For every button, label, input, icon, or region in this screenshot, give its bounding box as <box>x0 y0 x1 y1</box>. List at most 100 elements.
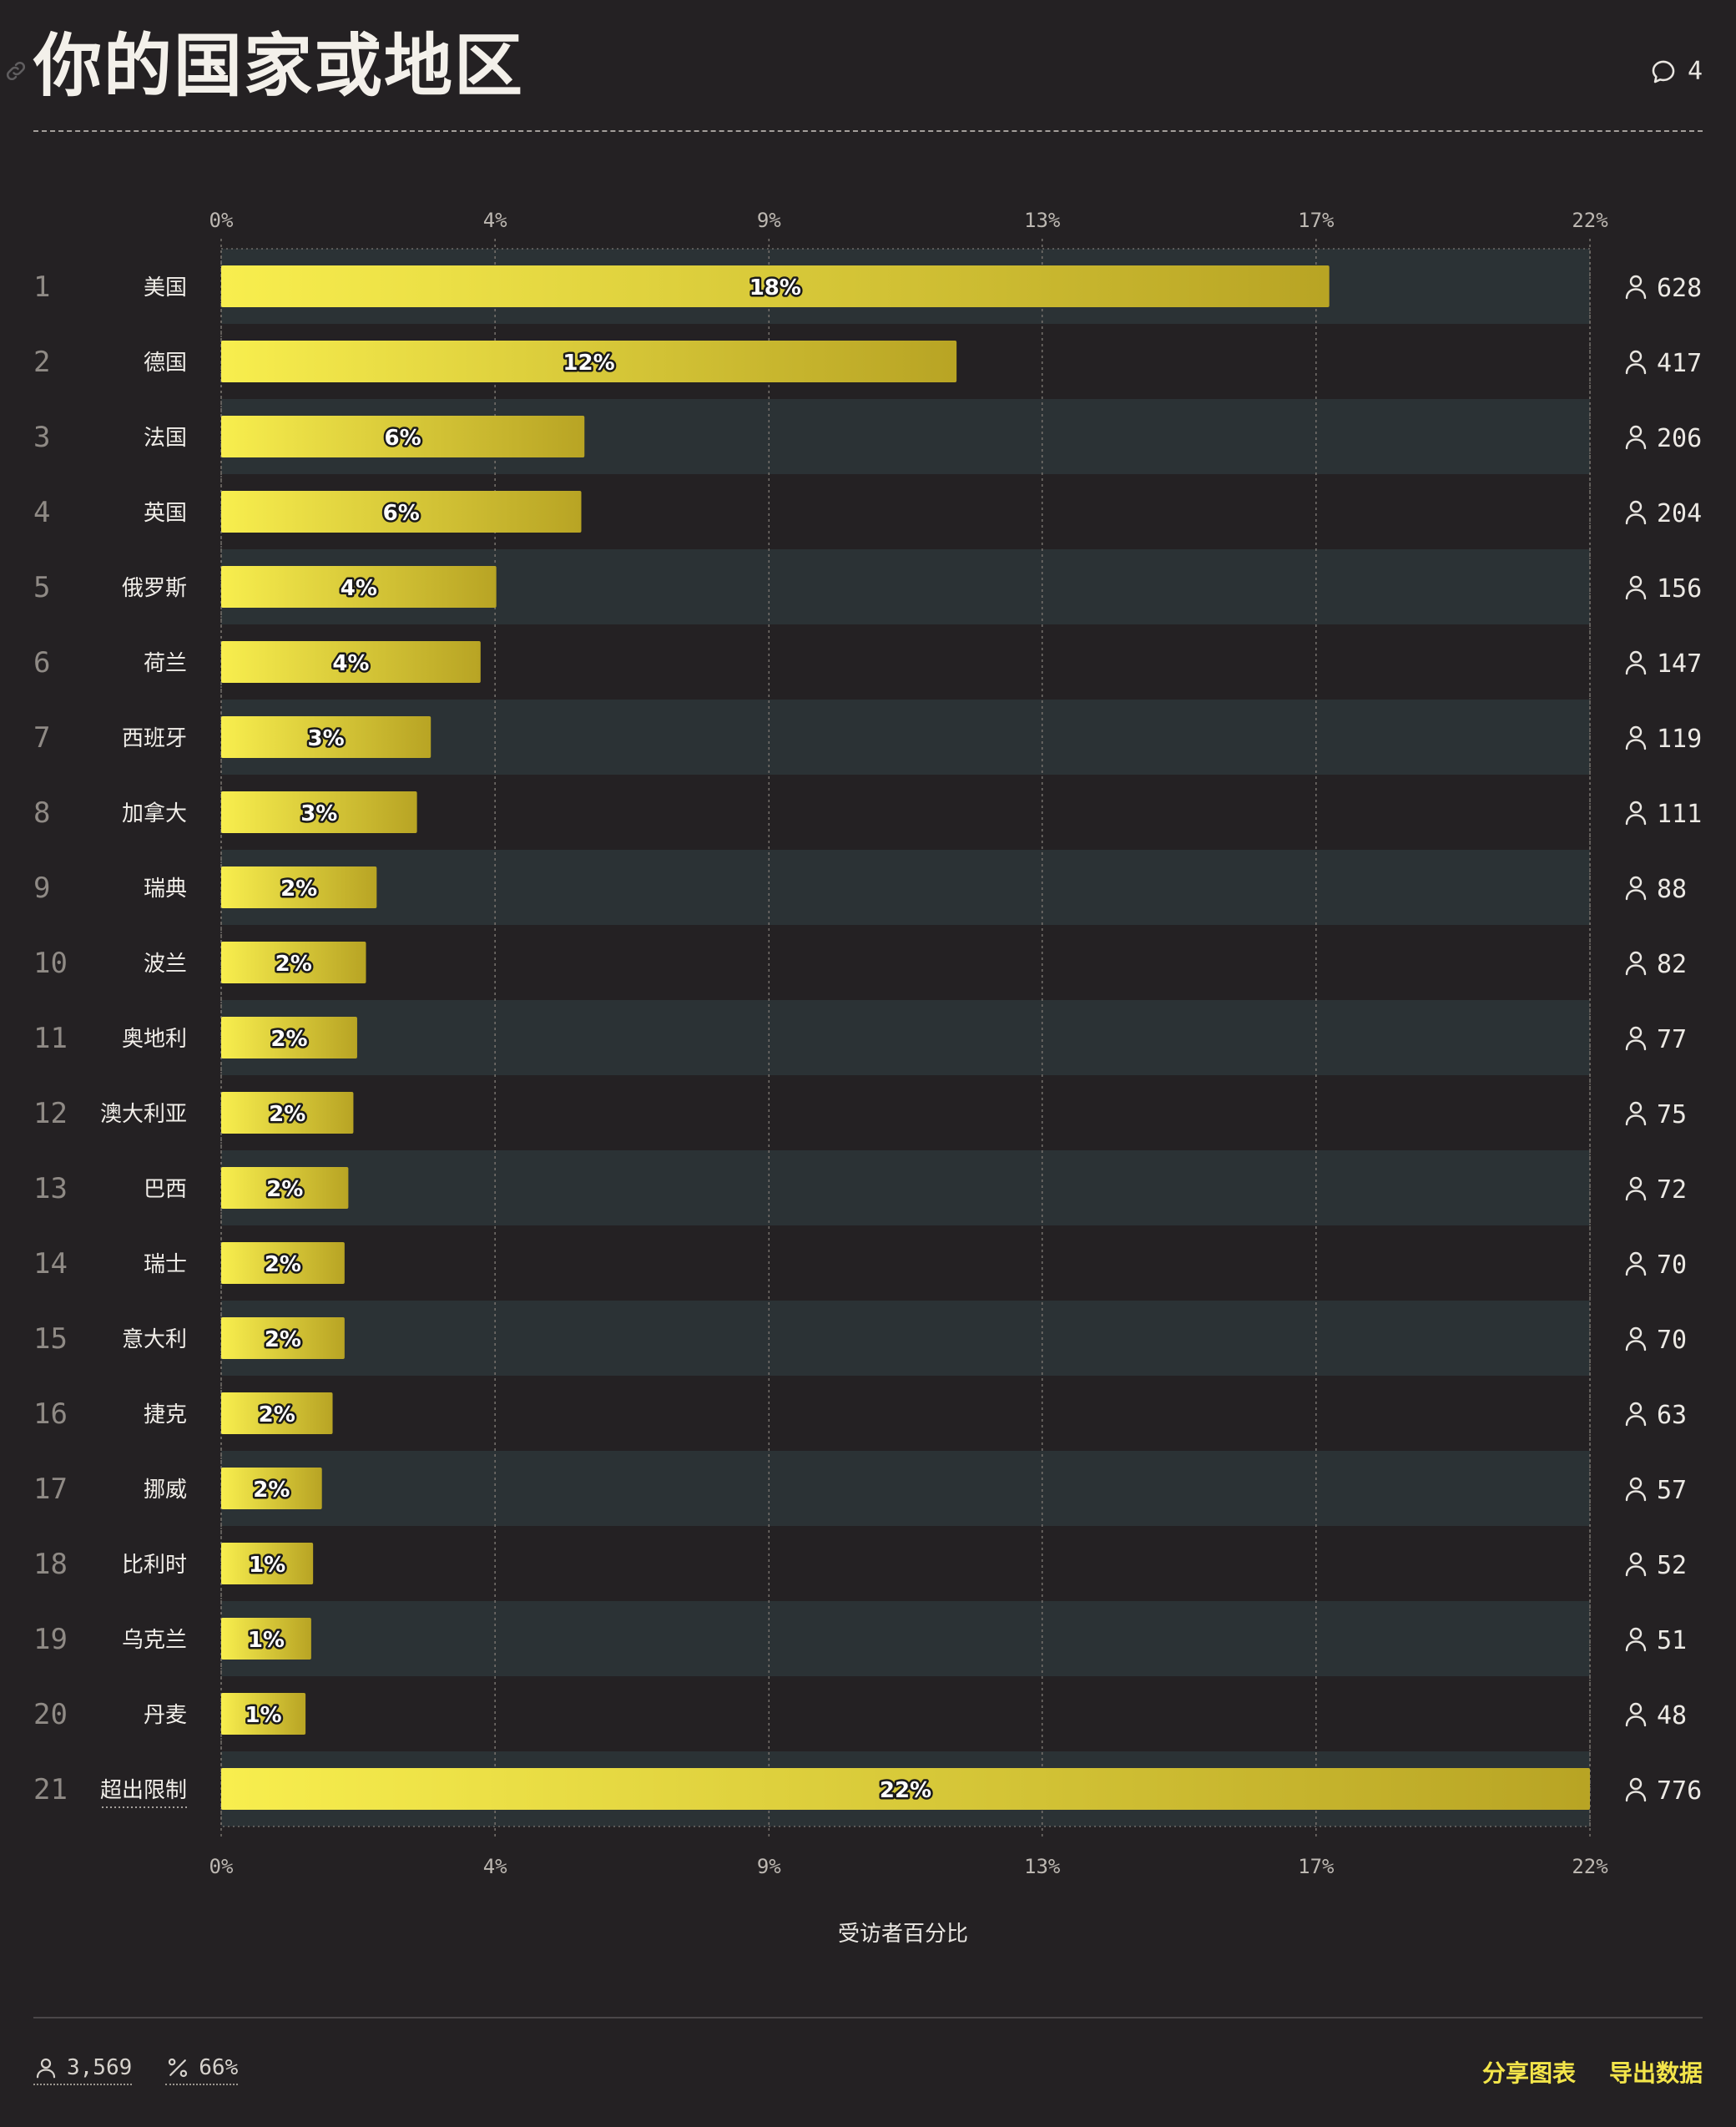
respondent-count: 70 <box>1657 1250 1687 1280</box>
category-label: 西班牙 <box>122 726 187 751</box>
row-rank: 15 <box>33 1322 68 1356</box>
bar <box>221 341 957 382</box>
respondent-count: 156 <box>1657 574 1702 604</box>
x-tick-label-top: 0% <box>209 209 234 232</box>
row-rank: 7 <box>33 721 50 755</box>
x-tick-label-top: 9% <box>757 209 781 232</box>
category-label: 奥地利 <box>122 1027 187 1052</box>
bar <box>221 791 417 833</box>
person-icon <box>1625 1477 1647 1502</box>
response-rate-stat[interactable]: 66% <box>165 2055 239 2085</box>
row-band <box>221 1000 1590 1075</box>
row-rank: 8 <box>33 796 50 830</box>
person-icon <box>1625 801 1647 826</box>
person-icon <box>1625 1627 1647 1652</box>
bar <box>221 1468 322 1509</box>
person-icon <box>1625 725 1647 750</box>
category-label: 英国 <box>144 501 187 526</box>
bar-value-label: 2% <box>265 1252 301 1277</box>
row-band <box>221 1150 1590 1225</box>
person-icon <box>1625 650 1647 675</box>
share-chart-button[interactable]: 分享图表 <box>1481 2059 1576 2087</box>
person-icon <box>1625 1026 1647 1051</box>
respondent-count: 77 <box>1657 1025 1687 1054</box>
row-band <box>221 850 1590 925</box>
bar-value-label: 2% <box>270 1027 307 1052</box>
x-tick-label-bottom: 9% <box>757 1855 781 1878</box>
category-label: 瑞士 <box>144 1252 187 1277</box>
bar-value-label: 2% <box>280 877 317 902</box>
row-rank: 1 <box>33 270 50 304</box>
category-label: 意大利 <box>122 1327 187 1352</box>
x-axis-title: 受访者百分比 <box>837 1922 968 1947</box>
respondent-count: 57 <box>1657 1476 1687 1505</box>
overflow-category-label: 超出限制 <box>100 1778 187 1803</box>
respondent-count: 628 <box>1657 274 1702 303</box>
row-rank: 14 <box>33 1247 68 1281</box>
bar <box>221 641 481 683</box>
row-rank: 17 <box>33 1473 68 1506</box>
bar-value-label: 2% <box>265 1327 301 1352</box>
person-icon <box>1625 350 1647 375</box>
row-rank: 9 <box>33 872 50 905</box>
person-icon <box>1625 425 1647 450</box>
bar <box>221 942 366 983</box>
person-icon <box>1625 1101 1647 1126</box>
respondent-count: 111 <box>1657 800 1702 829</box>
link-icon[interactable] <box>3 58 28 83</box>
bar <box>221 1768 1590 1810</box>
x-tick-label-bottom: 17% <box>1298 1855 1335 1878</box>
category-label: 丹麦 <box>144 1703 187 1728</box>
category-label: 波兰 <box>144 952 187 977</box>
comment-icon <box>1652 60 1675 83</box>
footer-divider <box>33 2017 1703 2018</box>
footer-stats: 3,569 66% <box>33 2055 239 2085</box>
respondent-count: 51 <box>1657 1626 1687 1655</box>
row-rank: 19 <box>33 1623 68 1656</box>
bar-value-label: 6% <box>383 501 420 526</box>
category-label: 法国 <box>144 426 187 451</box>
bar-value-label: 2% <box>259 1402 295 1427</box>
bar <box>221 1618 311 1660</box>
row-rank: 11 <box>33 1022 68 1055</box>
bar-value-label: 1% <box>248 1628 285 1653</box>
bar-value-label: 1% <box>249 1553 285 1578</box>
category-label: 捷克 <box>144 1402 187 1427</box>
category-label: 澳大利亚 <box>100 1102 187 1127</box>
bar <box>221 265 1330 307</box>
respondent-count: 70 <box>1657 1326 1687 1355</box>
comment-count: 4 <box>1687 57 1703 86</box>
bar <box>221 1392 333 1434</box>
bar <box>221 491 582 533</box>
percent-icon <box>169 2058 188 2078</box>
row-rank: 6 <box>33 646 50 680</box>
x-tick-label-top: 22% <box>1572 209 1608 232</box>
bar <box>221 1693 306 1735</box>
row-rank: 3 <box>33 421 50 454</box>
bar <box>221 866 377 908</box>
person-icon <box>36 2058 56 2079</box>
respondent-count: 204 <box>1657 499 1702 528</box>
bar-value-label: 4% <box>341 576 377 601</box>
row-band <box>221 700 1590 775</box>
respondent-count: 206 <box>1657 424 1702 453</box>
bar-value-label: 22% <box>880 1778 931 1803</box>
row-rank: 2 <box>33 346 50 379</box>
category-label: 美国 <box>144 275 187 301</box>
respondent-count: 82 <box>1657 950 1687 979</box>
row-rank: 16 <box>33 1397 68 1431</box>
respondent-count: 776 <box>1657 1776 1702 1806</box>
respondents-stat[interactable]: 3,569 <box>33 2055 133 2085</box>
export-data-button[interactable]: 导出数据 <box>1608 2059 1703 2087</box>
category-label: 瑞典 <box>144 877 187 902</box>
respondent-count: 119 <box>1657 725 1702 754</box>
respondent-count: 72 <box>1657 1175 1687 1205</box>
bar <box>221 1317 345 1359</box>
bar-value-label: 2% <box>275 952 312 977</box>
bar-value-label: 1% <box>245 1703 281 1728</box>
bar <box>221 1092 354 1134</box>
person-icon <box>1625 951 1647 976</box>
person-icon <box>1625 500 1647 525</box>
category-label: 乌克兰 <box>122 1628 187 1653</box>
comments-button[interactable]: 4 <box>1649 57 1703 86</box>
